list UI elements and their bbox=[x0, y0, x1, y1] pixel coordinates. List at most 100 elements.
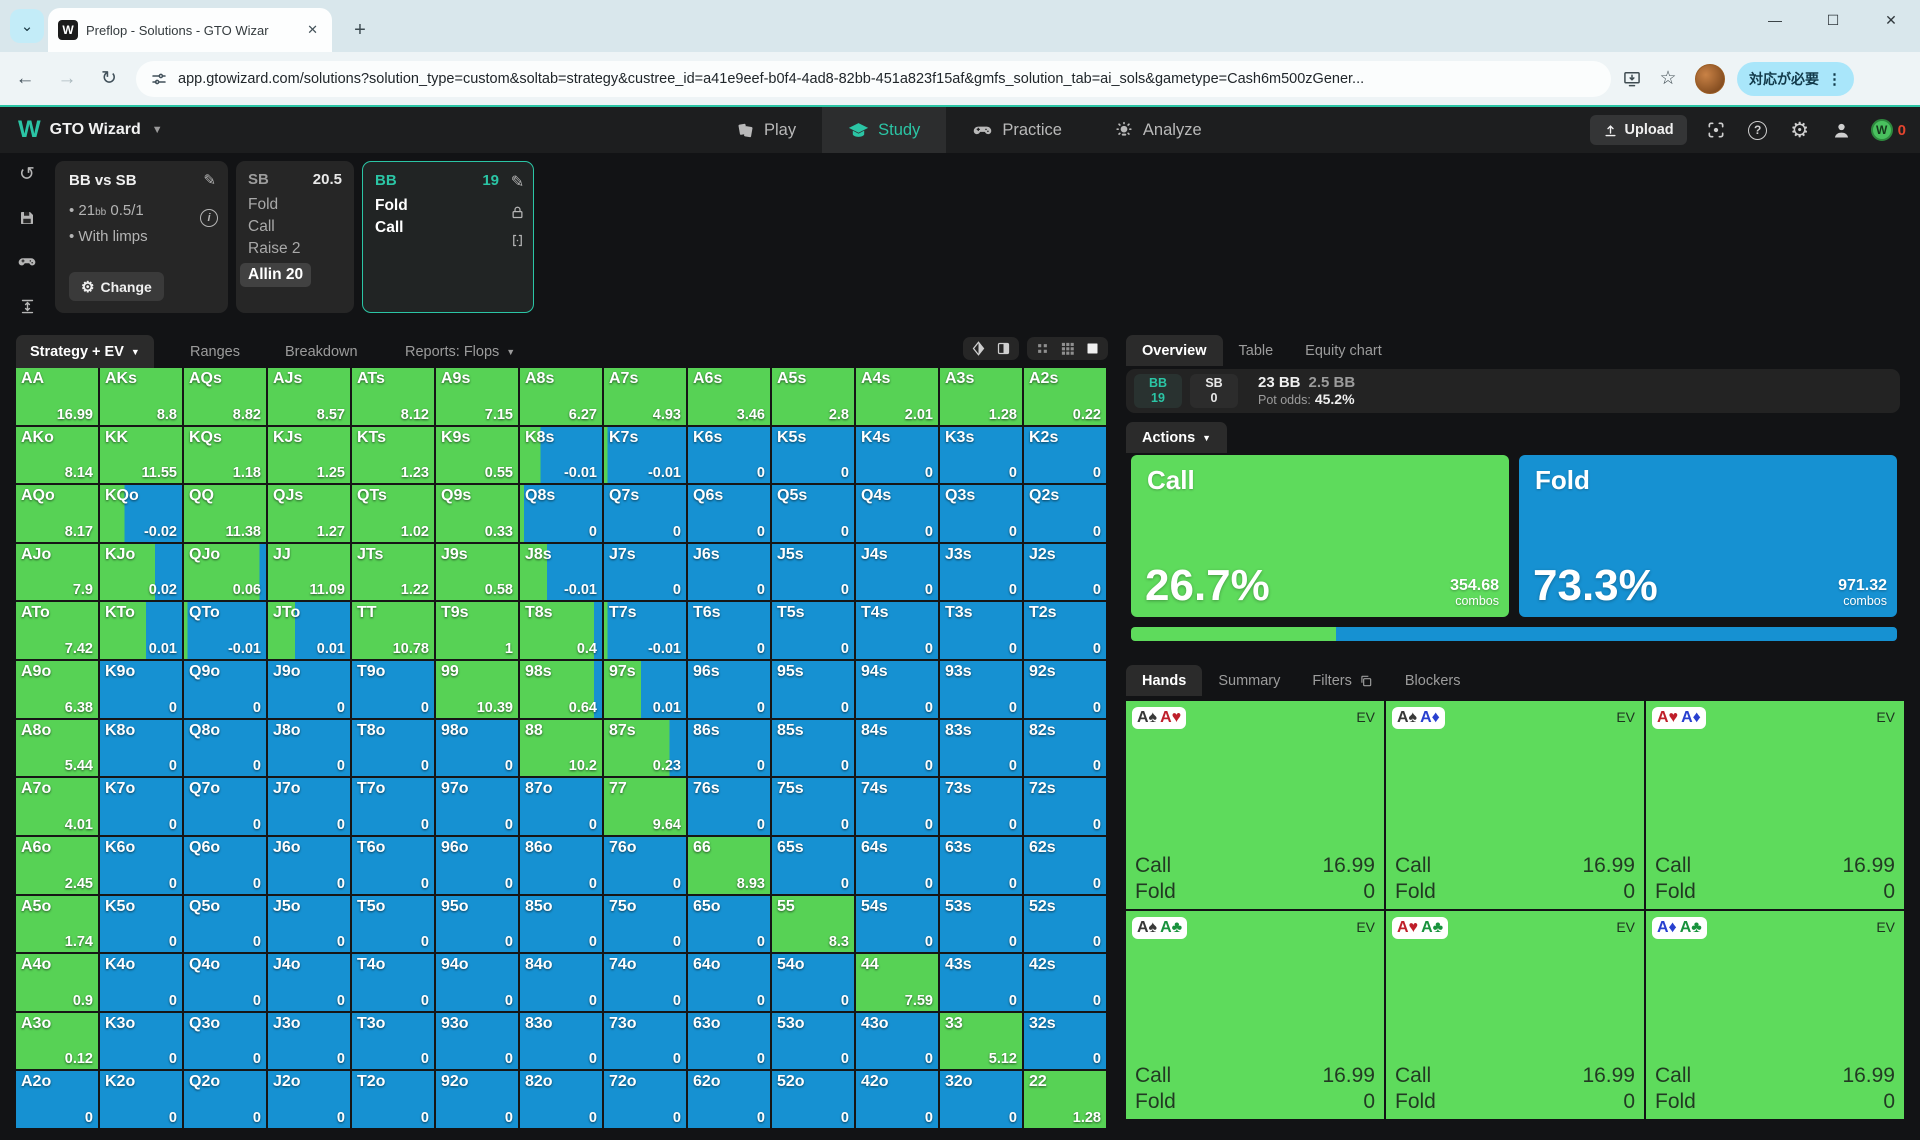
matrix-cell-AJo[interactable]: AJo 7.9 bbox=[16, 543, 98, 601]
matrix-cell-A7s[interactable]: A7s 4.93 bbox=[604, 368, 686, 425]
matrix-cell-43o[interactable]: 43o 0 bbox=[856, 1012, 938, 1070]
matrix-cell-Q7s[interactable]: Q7s 0 bbox=[604, 485, 686, 542]
matrix-cell-T5s[interactable]: T5s 0 bbox=[772, 602, 854, 660]
matrix-cell-A3s[interactable]: A3s 1.28 bbox=[940, 368, 1022, 425]
matrix-cell-76s[interactable]: 76s 0 bbox=[688, 778, 770, 835]
matrix-cell-83s[interactable]: 83s 0 bbox=[940, 719, 1022, 777]
bookmark-star-icon[interactable]: ☆ bbox=[1659, 68, 1677, 89]
matrix-cell-QTs[interactable]: QTs 1.02 bbox=[352, 485, 434, 542]
matrix-cell-98s[interactable]: 98s 0.64 bbox=[520, 661, 602, 718]
reload-button[interactable]: ↻ bbox=[101, 68, 117, 89]
matrix-cell-J6s[interactable]: J6s 0 bbox=[688, 543, 770, 601]
tab-actions[interactable]: Actions ▼ bbox=[1126, 422, 1228, 453]
matrix-cell-K8s[interactable]: K8s -0.01 bbox=[520, 426, 602, 484]
matrix-cell-J5s[interactable]: J5s 0 bbox=[772, 543, 854, 601]
matrix-cell-96s[interactable]: 96s 0 bbox=[688, 661, 770, 718]
matrix-cell-J5o[interactable]: J5o 0 bbox=[268, 895, 350, 953]
matrix-cell-J6o[interactable]: J6o 0 bbox=[268, 836, 350, 894]
matrix-cell-T9s[interactable]: T9s 1 bbox=[436, 602, 518, 660]
matrix-cell-A3o[interactable]: A3o 0.12 bbox=[16, 1012, 98, 1070]
new-tab-button[interactable]: + bbox=[354, 18, 366, 41]
sb-action-call[interactable]: Call bbox=[248, 218, 275, 235]
sb-action-card[interactable]: SB 20.5 Fold Call Raise 2 Allin 20 bbox=[236, 161, 354, 313]
matrix-cell-K3o[interactable]: K3o 0 bbox=[100, 1012, 182, 1070]
matrix-cell-85o[interactable]: 85o 0 bbox=[520, 895, 602, 953]
window-minimize-button[interactable]: — bbox=[1768, 12, 1782, 28]
matrix-cell-77[interactable]: 77 9.64 bbox=[604, 778, 686, 835]
matrix-cell-63s[interactable]: 63s 0 bbox=[940, 836, 1022, 894]
edit-pencil-icon[interactable]: ✎ bbox=[203, 172, 216, 189]
lock-icon[interactable] bbox=[510, 205, 525, 220]
matrix-cell-TT[interactable]: TT 10.78 bbox=[352, 602, 434, 660]
brand[interactable]: W GTO Wizard ▼ bbox=[18, 116, 163, 144]
matrix-cell-T3o[interactable]: T3o 0 bbox=[352, 1012, 434, 1070]
matrix-cell-73o[interactable]: 73o 0 bbox=[604, 1012, 686, 1070]
hand-card-1[interactable]: A♠ A♥ EV Call 16.99 Fold 0 bbox=[1126, 701, 1384, 909]
matrix-cell-J2s[interactable]: J2s 0 bbox=[1024, 543, 1106, 601]
nav-item-analyze[interactable]: Analyze bbox=[1088, 107, 1228, 153]
matrix-cell-K2s[interactable]: K2s 0 bbox=[1024, 426, 1106, 484]
matrix-cell-AQs[interactable]: AQs 8.82 bbox=[184, 368, 266, 425]
history-icon[interactable]: ↺ bbox=[19, 163, 35, 185]
matrix-cell-K5o[interactable]: K5o 0 bbox=[100, 895, 182, 953]
matrix-cell-93o[interactable]: 93o 0 bbox=[436, 1012, 518, 1070]
matrix-cell-T7s[interactable]: T7s -0.01 bbox=[604, 602, 686, 660]
matrix-cell-Q3o[interactable]: Q3o 0 bbox=[184, 1012, 266, 1070]
matrix-cell-43s[interactable]: 43s 0 bbox=[940, 954, 1022, 1011]
matrix-cell-A5s[interactable]: A5s 2.8 bbox=[772, 368, 854, 425]
more-options-icon[interactable]: ⋮ bbox=[1827, 70, 1842, 88]
matrix-cell-ATs[interactable]: ATs 8.12 bbox=[352, 368, 434, 425]
matrix-cell-K8o[interactable]: K8o 0 bbox=[100, 719, 182, 777]
grid-large-icon[interactable] bbox=[1060, 341, 1075, 356]
bb-action-fold[interactable]: Fold bbox=[375, 197, 408, 214]
help-icon[interactable]: ? bbox=[1745, 117, 1771, 143]
matrix-cell-22[interactable]: 22 1.28 bbox=[1024, 1071, 1106, 1128]
action-block-call[interactable]: Call 26.7% 354.68 combos bbox=[1131, 455, 1509, 617]
grid-solid-icon[interactable] bbox=[1085, 341, 1100, 356]
sb-action-raise[interactable]: Raise 2 bbox=[248, 240, 301, 257]
matrix-cell-AA[interactable]: AA 16.99 bbox=[16, 368, 98, 425]
tab-reports-flops[interactable]: Reports: Flops ▼ bbox=[405, 343, 516, 360]
matrix-cell-94s[interactable]: 94s 0 bbox=[856, 661, 938, 718]
nav-item-practice[interactable]: Practice bbox=[946, 107, 1088, 153]
hand-card-6[interactable]: A♦ A♣ EV Call 16.99 Fold 0 bbox=[1646, 911, 1904, 1119]
matrix-cell-T2o[interactable]: T2o 0 bbox=[352, 1071, 434, 1128]
copy-range-icon[interactable] bbox=[510, 233, 525, 248]
forward-button[interactable]: → bbox=[57, 67, 77, 89]
matrix-cell-K6s[interactable]: K6s 0 bbox=[688, 426, 770, 484]
matrix-cell-K2o[interactable]: K2o 0 bbox=[100, 1071, 182, 1128]
matrix-cell-JTs[interactable]: JTs 1.22 bbox=[352, 543, 434, 601]
hand-card-3[interactable]: A♥ A♦ EV Call 16.99 Fold 0 bbox=[1646, 701, 1904, 909]
window-close-button[interactable]: ✕ bbox=[1885, 11, 1897, 28]
matrix-cell-AQo[interactable]: AQo 8.17 bbox=[16, 485, 98, 542]
matrix-cell-AKo[interactable]: AKo 8.14 bbox=[16, 426, 98, 484]
tab-ranges[interactable]: Ranges bbox=[190, 343, 240, 360]
matrix-cell-T8s[interactable]: T8s 0.4 bbox=[520, 602, 602, 660]
matrix-cell-T8o[interactable]: T8o 0 bbox=[352, 719, 434, 777]
matrix-cell-63o[interactable]: 63o 0 bbox=[688, 1012, 770, 1070]
matrix-cell-KTo[interactable]: KTo 0.01 bbox=[100, 602, 182, 660]
back-button[interactable]: ← bbox=[15, 67, 35, 89]
matrix-cell-Q8s[interactable]: Q8s 0 bbox=[520, 485, 602, 542]
browser-profile-avatar[interactable] bbox=[1695, 63, 1725, 94]
matrix-cell-J3s[interactable]: J3s 0 bbox=[940, 543, 1022, 601]
contrast-view-icon[interactable] bbox=[996, 341, 1011, 356]
matrix-cell-93s[interactable]: 93s 0 bbox=[940, 661, 1022, 718]
matrix-cell-65s[interactable]: 65s 0 bbox=[772, 836, 854, 894]
matrix-cell-54o[interactable]: 54o 0 bbox=[772, 954, 854, 1011]
matrix-cell-53o[interactable]: 53o 0 bbox=[772, 1012, 854, 1070]
action-block-fold[interactable]: Fold 73.3% 971.32 combos bbox=[1519, 455, 1897, 617]
matrix-cell-KK[interactable]: KK 11.55 bbox=[100, 426, 182, 484]
matrix-cell-65o[interactable]: 65o 0 bbox=[688, 895, 770, 953]
matrix-cell-62o[interactable]: 62o 0 bbox=[688, 1071, 770, 1128]
matrix-cell-QJs[interactable]: QJs 1.27 bbox=[268, 485, 350, 542]
tab-overview[interactable]: Overview bbox=[1126, 335, 1223, 366]
matrix-cell-K3s[interactable]: K3s 0 bbox=[940, 426, 1022, 484]
matrix-cell-32s[interactable]: 32s 0 bbox=[1024, 1012, 1106, 1070]
matrix-cell-32o[interactable]: 32o 0 bbox=[940, 1071, 1022, 1128]
matrix-cell-Q2s[interactable]: Q2s 0 bbox=[1024, 485, 1106, 542]
matrix-cell-A2s[interactable]: A2s 0.22 bbox=[1024, 368, 1106, 425]
matrix-cell-97s[interactable]: 97s 0.01 bbox=[604, 661, 686, 718]
matrix-cell-J7o[interactable]: J7o 0 bbox=[268, 778, 350, 835]
matrix-cell-53s[interactable]: 53s 0 bbox=[940, 895, 1022, 953]
